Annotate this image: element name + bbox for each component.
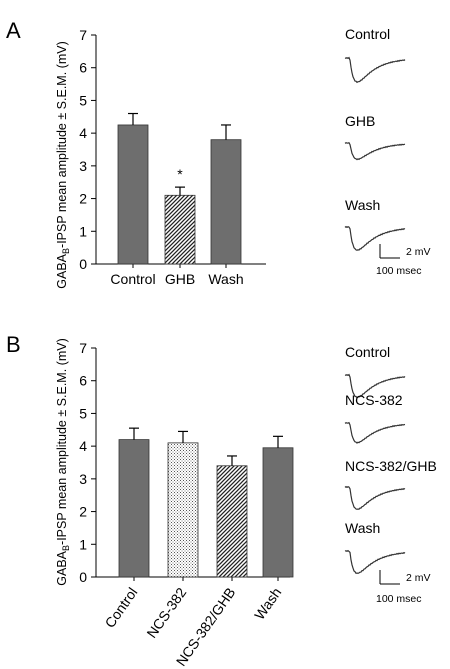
y-tick-label: 2: [79, 504, 87, 520]
panel-a-bars: *: [117, 112, 242, 265]
ipsp-trace: [344, 225, 406, 251]
bar: [118, 439, 150, 578]
y-tick-label: 5: [79, 405, 87, 421]
bar: [167, 442, 199, 578]
trace-label: Wash: [345, 520, 380, 536]
y-tick-label: 1: [79, 223, 87, 239]
panel-a-axes: 0 1 2 3 4 5 6 7 Control GHB Wash: [79, 27, 266, 287]
y-tick-label: 6: [79, 373, 87, 389]
trace-label: GHB: [345, 113, 375, 129]
ipsp-trace: [344, 421, 406, 444]
panel-b-y-axis-label: GABAB-IPSP mean amplitude ± S.E.M. (mV): [55, 338, 71, 585]
y-tick-label: 6: [79, 60, 87, 76]
panel-b: B GABAB-IPSP mean amplitude ± S.E.M. (mV…: [6, 332, 437, 669]
x-category-label: Control: [101, 585, 140, 631]
bar: [117, 124, 149, 265]
ipsp-trace: [344, 56, 406, 84]
x-category-label: NCS-382: [143, 584, 189, 641]
x-category-label: Wash: [251, 585, 284, 623]
scale-bar-time-label: 100 msec: [376, 593, 422, 605]
y-tick-label: 4: [79, 438, 87, 454]
trace-label: NCS-382/GHB: [345, 458, 437, 474]
y-tick-label: 4: [79, 125, 87, 141]
bar: [164, 194, 196, 265]
significance-marker: *: [177, 166, 183, 182]
trace-label: Control: [345, 344, 390, 360]
y-tick-label: 3: [79, 158, 87, 174]
x-category-label: GHB: [165, 271, 195, 287]
trace-label: Control: [345, 26, 390, 42]
y-tick-label: 3: [79, 471, 87, 487]
scale-bar-amplitude-label: 2 mV: [406, 572, 431, 584]
x-category-label: Wash: [208, 271, 243, 287]
ipsp-trace: [344, 141, 406, 161]
panel-b-bars: [118, 427, 294, 578]
y-tick-label: 1: [79, 536, 87, 552]
panel-a-letter: A: [6, 18, 21, 43]
ipsp-trace: [344, 549, 406, 575]
scale-bar-time-label: 100 msec: [376, 265, 422, 277]
y-tick-label: 0: [79, 256, 87, 272]
scale-bar-amplitude-label: 2 mV: [406, 246, 431, 258]
panel-a-y-axis-label: GABAB-IPSP mean amplitude ± S.E.M. (mV): [55, 41, 71, 288]
panel-b-letter: B: [6, 332, 21, 357]
bar: [262, 447, 294, 578]
y-tick-label: 0: [79, 569, 87, 585]
y-tick-label: 7: [79, 27, 87, 43]
panel-b-traces: Control NCS-382 NCS-382/GHB Wash 2 mV 100 mse…: [344, 344, 437, 605]
y-tick-label: 2: [79, 191, 87, 207]
y-tick-label: 5: [79, 92, 87, 108]
x-category-label: Control: [110, 271, 155, 287]
bar: [216, 465, 248, 578]
trace-label: NCS-382: [345, 392, 403, 408]
panel-a: A GABAB-IPSP mean amplitude ± S.E.M. (mV…: [6, 18, 431, 289]
bar: [210, 139, 242, 265]
trace-label: Wash: [345, 197, 380, 213]
ipsp-trace: [344, 373, 406, 399]
ipsp-trace: [344, 485, 406, 510]
panel-a-traces: Control GHB Wash 2 mV 100 msec: [344, 26, 431, 277]
y-tick-label: 7: [79, 340, 87, 356]
